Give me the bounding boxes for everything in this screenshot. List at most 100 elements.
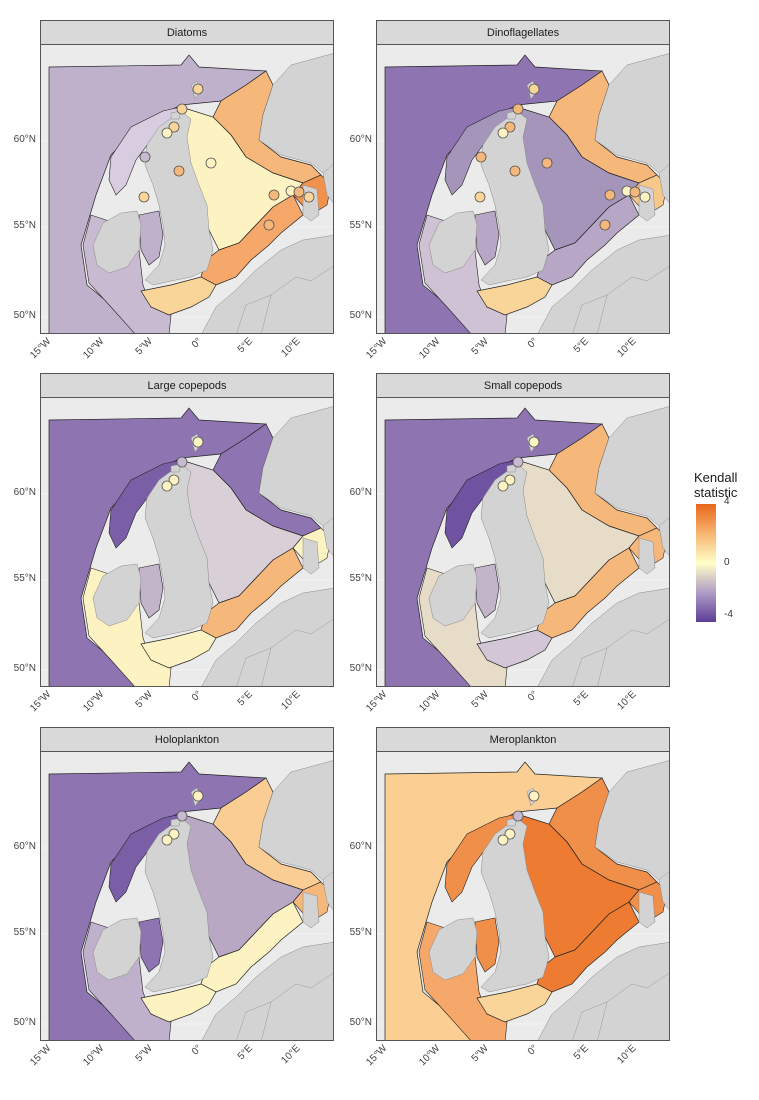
land (92, 406, 333, 686)
station-marker (161, 127, 173, 139)
map-area (376, 44, 670, 334)
station-marker (509, 165, 521, 177)
station-marker (161, 480, 173, 492)
station-marker (497, 834, 509, 846)
lat-tick-label: 55°N (13, 927, 36, 938)
region-irish-sea (474, 563, 500, 619)
lat-tick-label: 55°N (349, 220, 372, 231)
land (428, 53, 669, 333)
map-panel: Large copepods (40, 373, 336, 713)
panel-title: Diatoms (40, 20, 334, 45)
station-marker (541, 157, 553, 169)
station-marker (504, 828, 516, 840)
station-marker (474, 191, 486, 203)
legend-title-line1: Kendall (694, 470, 738, 485)
region-english-channel (476, 276, 553, 316)
station-marker (176, 456, 188, 468)
station-marker (497, 480, 509, 492)
panel-title: Dinoflagellates (376, 20, 670, 45)
region-irish-sea (138, 917, 164, 973)
station-marker (497, 127, 509, 139)
station-marker (139, 151, 151, 163)
panel-title: Small copepods (376, 373, 670, 398)
lat-tick-label: 50°N (13, 310, 36, 321)
station-marker (138, 191, 150, 203)
station-marker (629, 186, 641, 198)
station-marker (168, 121, 180, 133)
region-irish-sea (138, 563, 164, 619)
land (428, 406, 669, 686)
station-marker (512, 810, 524, 822)
lat-tick-label: 60°N (349, 134, 372, 145)
panel-title: Holoplankton (40, 727, 334, 752)
station-marker (192, 436, 204, 448)
color-legend: Kendall statistic 4 0 -4 (694, 470, 758, 622)
station-marker (192, 790, 204, 802)
legend-colorbar (696, 504, 716, 622)
station-marker (205, 157, 217, 169)
land (428, 760, 669, 1040)
map-panel: Holoplankton (40, 727, 336, 1067)
station-marker (528, 83, 540, 95)
lat-tick-label: 60°N (13, 841, 36, 852)
region-irish-sea (474, 917, 500, 973)
map-area (40, 397, 334, 687)
lat-tick-label: 60°N (349, 841, 372, 852)
lat-tick-label: 60°N (13, 134, 36, 145)
lat-tick-label: 60°N (349, 487, 372, 498)
station-marker (303, 191, 315, 203)
map-panel: Diatoms (40, 20, 336, 360)
map-area (376, 751, 670, 1041)
lat-tick-label: 50°N (13, 663, 36, 674)
land (92, 53, 333, 333)
region-english-channel (140, 983, 217, 1023)
station-marker (599, 219, 611, 231)
lat-tick-label: 50°N (349, 310, 372, 321)
lat-tick-label: 55°N (349, 573, 372, 584)
station-marker (263, 219, 275, 231)
map-area (40, 751, 334, 1041)
station-marker (168, 828, 180, 840)
station-marker (528, 436, 540, 448)
lat-tick-label: 60°N (13, 487, 36, 498)
region-english-channel (140, 629, 217, 669)
station-marker (168, 474, 180, 486)
region-irish-sea (474, 210, 500, 266)
region-english-channel (476, 983, 553, 1023)
legend-tick-low: -4 (724, 609, 733, 620)
station-marker (504, 121, 516, 133)
station-marker (639, 191, 651, 203)
map-area (40, 44, 334, 334)
region-irish-sea (138, 210, 164, 266)
panel-title: Large copepods (40, 373, 334, 398)
station-marker (528, 790, 540, 802)
lat-tick-label: 55°N (13, 573, 36, 584)
panel-title: Meroplankton (376, 727, 670, 752)
station-marker (475, 151, 487, 163)
station-marker (176, 810, 188, 822)
region-english-channel (476, 629, 553, 669)
land (92, 760, 333, 1040)
station-marker (268, 189, 280, 201)
map-panel: Meroplankton (376, 727, 672, 1067)
lat-tick-label: 55°N (349, 927, 372, 938)
station-marker (604, 189, 616, 201)
lat-tick-label: 55°N (13, 220, 36, 231)
station-marker (173, 165, 185, 177)
lat-tick-label: 50°N (349, 1017, 372, 1028)
station-marker (512, 103, 524, 115)
map-panel: Small copepods (376, 373, 672, 713)
map-area (376, 397, 670, 687)
region-english-channel (140, 276, 217, 316)
station-marker (512, 456, 524, 468)
map-panel: Dinoflagellates (376, 20, 672, 360)
station-marker (192, 83, 204, 95)
station-marker (293, 186, 305, 198)
station-marker (176, 103, 188, 115)
lat-tick-label: 50°N (349, 663, 372, 674)
lat-tick-label: 50°N (13, 1017, 36, 1028)
legend-title-line2: statistic (694, 485, 738, 500)
station-marker (504, 474, 516, 486)
legend-tick-mid: 0 (724, 557, 730, 568)
legend-tick-high: 4 (724, 496, 730, 507)
